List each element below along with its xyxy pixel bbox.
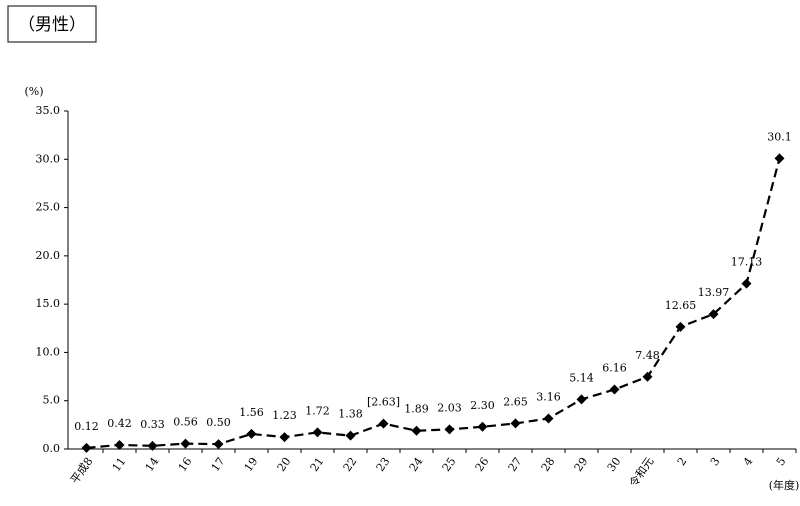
x-tick-label: 3 <box>708 455 723 468</box>
value-label: 0.56 <box>173 416 198 429</box>
marker <box>279 432 290 443</box>
value-label: 7.48 <box>635 349 660 362</box>
x-tick-label: 22 <box>341 455 360 474</box>
marker <box>246 428 257 439</box>
marker <box>378 418 389 429</box>
value-label: 17.13 <box>731 256 763 269</box>
marker <box>543 413 554 424</box>
marker <box>114 439 125 450</box>
marker <box>312 427 323 438</box>
y-tick-label: 0.0 <box>43 442 61 455</box>
value-label: [2.63] <box>367 396 400 409</box>
x-tick-label: 20 <box>275 455 294 474</box>
chart-title: （男性） <box>18 15 86 35</box>
marker <box>642 371 653 382</box>
x-tick-label: 4 <box>741 455 756 468</box>
value-label: 1.89 <box>404 403 429 416</box>
marker <box>213 439 224 450</box>
x-tick-label: 5 <box>774 455 789 468</box>
x-tick-label: 2 <box>675 455 690 468</box>
value-label: 1.38 <box>338 408 363 421</box>
value-label: 0.12 <box>74 420 99 433</box>
x-tick-label: 25 <box>440 455 459 474</box>
x-tick-label: 23 <box>374 455 393 474</box>
marker <box>510 418 521 429</box>
marker <box>708 309 719 320</box>
marker <box>180 438 191 449</box>
y-tick-label: 10.0 <box>36 345 61 358</box>
x-tick-label: 30 <box>605 455 624 474</box>
marker <box>774 153 785 164</box>
marker <box>411 425 422 436</box>
x-tick-label: 28 <box>539 455 558 474</box>
y-tick-label: 25.0 <box>36 201 61 214</box>
y-tick-label: 35.0 <box>36 104 61 117</box>
marker <box>444 424 455 435</box>
y-tick-label: 5.0 <box>43 394 61 407</box>
x-tick-label: 27 <box>506 455 525 474</box>
y-tick-label: 30.0 <box>36 152 61 165</box>
value-label: 0.33 <box>140 418 165 431</box>
x-tick-label: 19 <box>242 455 261 474</box>
value-label: 1.56 <box>239 406 264 419</box>
marker <box>576 394 587 405</box>
x-tick-label: 令和元 <box>626 454 656 489</box>
x-tick-label: 17 <box>209 455 228 474</box>
y-tick-label: 20.0 <box>36 249 61 262</box>
marker <box>345 430 356 441</box>
x-axis-label: (年度) <box>769 478 800 492</box>
x-tick-label: 24 <box>407 455 426 474</box>
value-label: 30.1 <box>767 130 792 143</box>
data-line <box>86 158 781 449</box>
value-label: 2.30 <box>470 399 495 412</box>
value-label: 2.65 <box>503 395 528 408</box>
x-tick-label: 29 <box>572 455 591 474</box>
marker <box>675 321 686 332</box>
y-tick-label: 15.0 <box>36 297 61 310</box>
x-tick-label: 21 <box>308 455 327 474</box>
value-label: 3.16 <box>536 390 561 403</box>
x-tick-label: 14 <box>143 455 162 474</box>
marker <box>147 440 158 451</box>
value-label: 12.65 <box>665 299 697 312</box>
marker <box>609 384 620 395</box>
value-label: 5.14 <box>569 371 594 384</box>
value-label: 6.16 <box>602 362 627 375</box>
marker <box>477 421 488 432</box>
value-label: 0.50 <box>206 416 231 429</box>
title-box <box>7 5 97 43</box>
value-label: 1.72 <box>305 404 330 417</box>
value-label: 13.97 <box>698 286 730 299</box>
x-tick-label: 16 <box>176 455 195 474</box>
marker <box>741 278 752 289</box>
x-tick-label: 26 <box>473 455 492 474</box>
value-label: 0.42 <box>107 417 132 430</box>
x-tick-label: 11 <box>110 455 129 474</box>
y-axis-label: (%) <box>24 85 43 98</box>
value-label: 1.23 <box>272 409 297 422</box>
marker <box>81 442 92 453</box>
value-label: 2.03 <box>437 401 462 414</box>
x-tick-label: 平成8 <box>68 455 95 486</box>
